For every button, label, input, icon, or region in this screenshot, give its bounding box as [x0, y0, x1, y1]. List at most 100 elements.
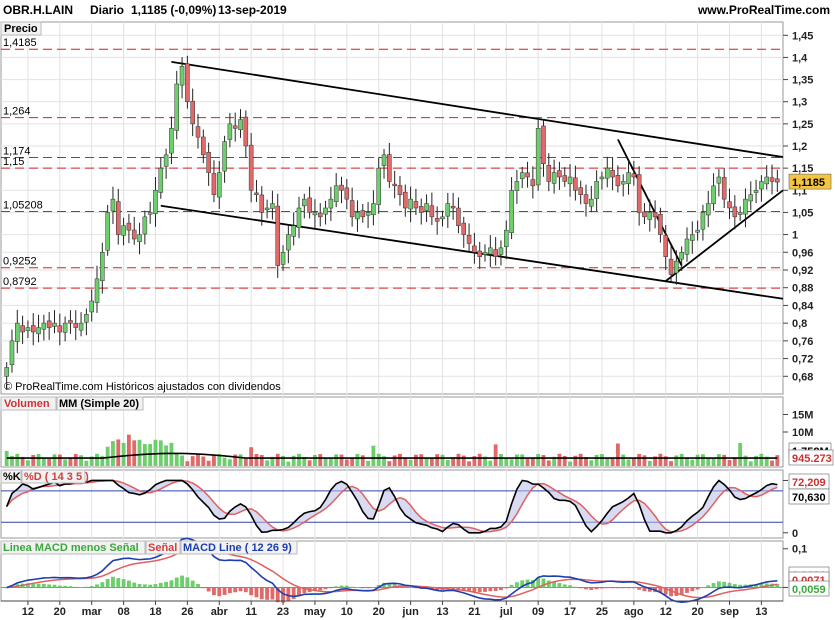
grid-lines [1, 22, 783, 601]
volume-bar [658, 453, 663, 466]
candle-body [121, 225, 126, 236]
macd-hist-bar [142, 584, 147, 588]
macd-hist-bar [387, 583, 392, 588]
volume-bar [302, 456, 307, 466]
time-axis-tick-label: abr [211, 606, 229, 618]
candle-body [371, 203, 376, 215]
time-axis-tick-label: 09 [532, 606, 544, 618]
volume-bar [291, 455, 296, 466]
macd-hist-bar [89, 585, 94, 588]
site-label: www.ProRealTime.com [697, 3, 830, 17]
volume-bar [26, 460, 30, 466]
candle-body [753, 190, 759, 193]
last-value-text: 0,0059 [792, 584, 826, 596]
candle-body [652, 212, 658, 218]
volume-bar [79, 455, 83, 466]
volume-bar [376, 453, 381, 466]
macd-hist-bar [116, 578, 121, 588]
volume-bar [685, 457, 689, 466]
volume-bar [201, 456, 206, 466]
candle-body [349, 200, 355, 218]
stoch-k-line [5, 479, 778, 534]
volume-bar [249, 447, 254, 466]
volume-ma-title: MM (Simple 20) [59, 398, 139, 410]
macd-hist-bar [456, 587, 461, 590]
time-axis-tick-label: 20 [373, 606, 385, 618]
volume-bar [281, 455, 285, 466]
macd-hist-bar [286, 587, 291, 602]
macd-hist-bar [663, 587, 668, 595]
candle-body [360, 210, 366, 218]
volume-bar [701, 454, 705, 466]
candle-body [413, 201, 419, 209]
candle-body [15, 322, 20, 342]
volume-bar [610, 458, 615, 466]
level-label: 1,174 [3, 146, 31, 158]
candle-body [541, 125, 546, 164]
macd-hist-bar [477, 587, 482, 593]
volume-bar [615, 443, 620, 466]
volume-bar [722, 454, 727, 466]
candle-body [323, 207, 328, 215]
volume-bar [169, 442, 174, 466]
volume-bar [185, 461, 190, 466]
candle-body [721, 177, 727, 200]
panel-axis-tick-label: 0,1 [792, 544, 807, 556]
macd-hist-bar [68, 586, 73, 588]
macd-hist-bar [79, 587, 83, 588]
macd-hist-bar [111, 576, 115, 588]
candle-body [472, 245, 477, 253]
volume-bar [759, 453, 764, 466]
volume-bar [105, 446, 110, 466]
macd-signal-title-box [145, 540, 181, 555]
candle-body [488, 247, 493, 255]
macd-hist-bar [679, 587, 684, 595]
candle-body [424, 203, 429, 211]
macd-hist-bar [584, 587, 588, 590]
candle-body [355, 212, 360, 220]
time-axis-tick-label: 12 [22, 606, 34, 618]
price-axis-tick-label: 0,96 [792, 247, 813, 259]
candle-body [110, 198, 116, 212]
candle-body [615, 174, 621, 187]
last-value-tag [788, 449, 834, 466]
price-axis-tick-label: 1,4 [792, 52, 808, 64]
volume-bar [190, 456, 195, 466]
candle-body [344, 187, 350, 200]
volume-bar [552, 456, 557, 466]
macd-hist-bar [615, 587, 620, 589]
volume-bar [387, 461, 392, 466]
candle-body [445, 203, 451, 217]
volume-bar [137, 439, 142, 466]
price-axis-tick-label: 0,76 [792, 336, 813, 348]
time-axis-tick-label: 21 [468, 606, 480, 618]
candle-body [658, 213, 663, 235]
volume-bar [84, 460, 89, 466]
stoch-d-line [6, 479, 778, 533]
macd-hist-bar [328, 587, 333, 589]
price-candles [4, 55, 780, 390]
macd-hist-bar [562, 584, 567, 588]
volume-bar [568, 461, 572, 466]
volume-bar [440, 454, 445, 466]
macd-hist-bar [121, 579, 126, 588]
volume-bar [626, 459, 631, 466]
volume-bar [392, 455, 397, 466]
volume-bar [238, 454, 243, 466]
volume-bar [111, 441, 115, 466]
price-axis: 1,451,41,351,31,251,21,151,11,0510,960,9… [783, 30, 814, 594]
candle-body [238, 119, 243, 131]
candle-body [578, 187, 583, 195]
candle-body [477, 250, 482, 257]
volume-bar [100, 456, 105, 466]
trend-lines [160, 60, 784, 300]
macd-hist-bar [493, 587, 498, 591]
macd-hist-bar [509, 584, 514, 588]
candle-body [620, 181, 626, 185]
candle-body [41, 322, 47, 330]
stoch-d-title: %D ( 14 3 5 ) [24, 471, 89, 483]
candle-body [57, 325, 63, 333]
time-axis: 12 20 mar 08 18 26 abr 11 23 may 10 20 jun 13 21 jul 09 1… [1, 600, 783, 618]
candle-body [764, 176, 769, 185]
candle-body [557, 170, 562, 178]
